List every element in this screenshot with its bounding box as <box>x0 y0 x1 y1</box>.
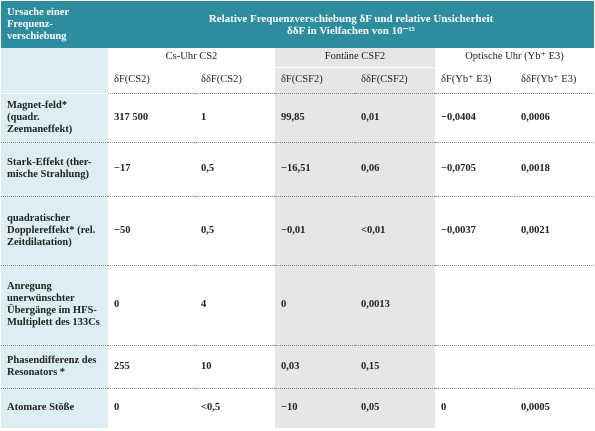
cell: 0,5 <box>195 141 275 196</box>
cell: −17 <box>108 141 195 196</box>
row-label: Stark-Effekt (ther-mische Strahlung) <box>1 141 108 196</box>
cell: 0,01 <box>355 92 435 142</box>
cell: −0,0037 <box>435 195 515 265</box>
cell: −0,0705 <box>435 141 515 196</box>
corner-header: Ursache einer Frequenz-verschiebung <box>1 1 108 48</box>
table-row: quadratischer Dopplereffekt* (rel. Zeitd… <box>1 195 595 265</box>
column-header: δF(CSF2) <box>275 67 355 93</box>
group-header: Fontäne CSF2 <box>275 48 435 68</box>
column-header: δδF(Yb⁺ E3) <box>521 74 577 85</box>
column-header: δF(CS2) <box>114 74 150 85</box>
cell: 10 <box>195 344 275 388</box>
title-line: Relative Frequenzverschiebung δF und rel… <box>208 12 494 25</box>
cell <box>435 344 515 388</box>
cell: 255 <box>108 344 195 388</box>
cell: 99,85 <box>275 92 355 142</box>
table-row: Stark-Effekt (ther-mische Strahlung) −17 0… <box>1 141 595 196</box>
table-title: Relative Frequenzverschiebung δF und rel… <box>108 1 595 48</box>
table-row: Phasendifferenz des Resonators * 255 10 0,0… <box>1 344 595 388</box>
cell: 0 <box>108 264 195 345</box>
cell: 317 500 <box>108 92 195 142</box>
cell: −0,0404 <box>435 92 515 142</box>
cell: −0,01 <box>275 195 355 265</box>
header-row: Ursache einer Frequenz-verschiebung Relat… <box>1 1 595 48</box>
row-label: Anregung unerwünschter Übergänge im HFS-… <box>1 264 108 345</box>
cell: 0,06 <box>355 141 435 196</box>
title-line: δδF in Vielfachen von 10⁻¹⁵ <box>287 24 415 37</box>
label-cell <box>1 48 108 94</box>
cell: 0,0013 <box>355 264 435 345</box>
table-row: Anregung unerwünschter Übergänge im HFS-… <box>1 264 595 345</box>
cell: 0,5 <box>195 195 275 265</box>
cell: 0,0018 <box>515 141 595 196</box>
cell: 0,03 <box>275 344 355 388</box>
cell: −10 <box>275 387 355 428</box>
group-header: Cs-Uhr CS2 <box>108 48 275 68</box>
table-row: Atomare Stöße 0 <0,5 −10 0,05 0 0,0005 <box>1 387 595 428</box>
cell: 1 <box>195 92 275 142</box>
group-row: Cs-Uhr CS2 Fontäne CSF2 Optische Uhr (Yb⁺ … <box>1 48 595 94</box>
cell: −50 <box>108 195 195 265</box>
cell: 0,0006 <box>515 92 595 142</box>
row-label: Atomare Stöße <box>1 387 108 428</box>
cell <box>435 264 515 345</box>
cell: 4 <box>195 264 275 345</box>
cell <box>515 344 595 388</box>
column-header: δδF(CS2) <box>201 74 242 85</box>
cell: 0,15 <box>355 344 435 388</box>
table-row: Magnet-feld* (quadr. Zeemaneffekt) 317 50… <box>1 92 595 142</box>
cell: 0 <box>275 264 355 345</box>
row-label: Magnet-feld* (quadr. Zeemaneffekt) <box>1 92 108 142</box>
cell: 0 <box>435 387 515 428</box>
cell: 0,0005 <box>515 387 595 428</box>
cell: 0 <box>108 387 195 428</box>
row-label: quadratischer Dopplereffekt* (rel. Zeitd… <box>1 195 108 265</box>
subheader-row: δF(CS2) δδF(CS2) δF(CSF2) δδF(CSF2) δF(Yb⁺ E… <box>1 67 594 93</box>
column-header: δF(Yb⁺ E3) <box>441 74 492 85</box>
cell: −16,51 <box>275 141 355 196</box>
group-header: Optische Uhr (Yb⁺ E3) <box>435 48 595 68</box>
row-label: Phasendifferenz des Resonators * <box>1 344 108 388</box>
cell: <0,01 <box>355 195 435 265</box>
column-header: δδF(CSF2) <box>355 67 435 93</box>
cell: 0,0021 <box>515 195 595 265</box>
cell: <0,5 <box>195 387 275 428</box>
cell: 0,05 <box>355 387 435 428</box>
cell <box>515 264 595 345</box>
